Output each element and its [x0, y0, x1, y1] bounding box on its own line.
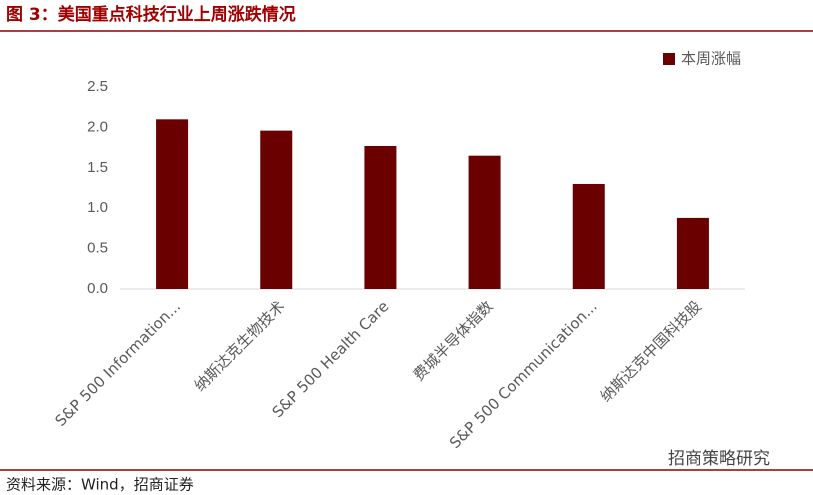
- y-tick-label: 2.0: [87, 118, 108, 135]
- x-tick-label: 纳斯达克中国科技股: [597, 297, 705, 405]
- y-tick-label: 1.5: [87, 159, 108, 176]
- bar: [572, 183, 605, 289]
- bar: [156, 119, 189, 289]
- legend-label: 本周涨幅: [681, 50, 741, 68]
- y-tick-label: 0.5: [87, 240, 108, 257]
- x-tick-label: S&P 500 Health Care: [269, 297, 393, 421]
- x-tick-label: 费城半导体指数: [410, 297, 497, 384]
- source-note: 资料来源：Wind，招商证券: [6, 476, 194, 494]
- bar: [468, 155, 501, 289]
- x-tick-label: S&P 500 Information...: [51, 297, 184, 430]
- x-tick-label: 纳斯达克生物技术: [191, 297, 289, 395]
- bar: [676, 217, 709, 289]
- y-tick-label: 1.0: [87, 199, 108, 216]
- y-tick-label: 0.0: [87, 280, 108, 297]
- legend-swatch: [663, 53, 675, 65]
- bar: [364, 145, 397, 289]
- chart-title: 图 3：美国重点科技行业上周涨跌情况: [6, 4, 296, 25]
- watermark: 招商策略研究: [668, 449, 770, 469]
- y-tick-label: 2.5: [87, 78, 108, 95]
- bar: [260, 130, 293, 289]
